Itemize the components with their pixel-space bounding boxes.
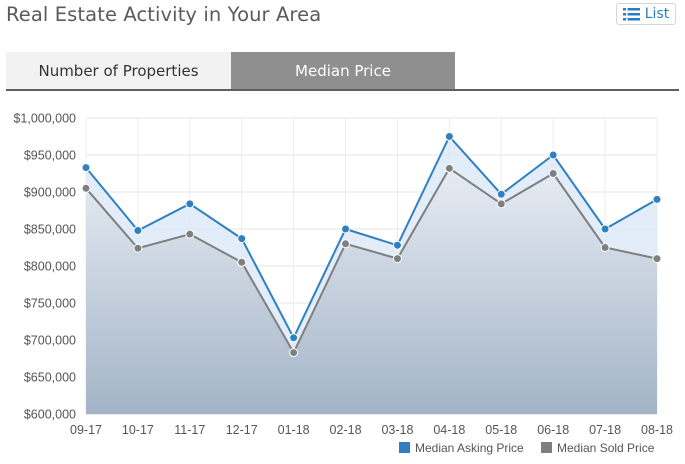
asking-price-point [341, 224, 351, 234]
x-tick-label: 11-17 [174, 423, 205, 437]
sold-price-point [652, 254, 662, 264]
asking-price-point [652, 194, 662, 204]
asking-price-point [444, 132, 454, 141]
legend-label-sold: Median Sold Price [557, 441, 655, 455]
chart-lines [85, 134, 658, 355]
sold-price-point [81, 183, 91, 193]
list-button-label: List [644, 6, 670, 22]
x-tick-label: 09-17 [70, 423, 102, 437]
chart-tabs: Number of Properties Median Price [6, 52, 679, 92]
asking-price-point [81, 163, 91, 173]
x-tick-label: 05-18 [485, 423, 517, 437]
x-tick-label: 01-18 [278, 423, 310, 437]
legend-swatch-asking [399, 442, 410, 453]
x-tick-label: 12-17 [226, 423, 258, 437]
asking-price-point [185, 199, 195, 209]
x-tick-label: 02-18 [330, 423, 362, 437]
sold-price-point [289, 348, 299, 358]
chart-points [81, 132, 662, 358]
y-tick-label: $600,000 [24, 408, 76, 422]
y-tick-label: $800,000 [24, 260, 76, 274]
sold-price-point [392, 254, 402, 264]
y-tick-label: $650,000 [24, 371, 76, 385]
y-tick-label: $750,000 [24, 297, 76, 311]
asking-price-point [600, 224, 610, 234]
sold-price-area [86, 168, 657, 414]
x-tick-label: 04-18 [433, 423, 465, 437]
chart-areas [86, 136, 657, 414]
y-tick-label: $1,000,000 [13, 112, 76, 126]
sold-price-point [237, 257, 247, 267]
legend-label-asking: Median Asking Price [415, 441, 524, 455]
asking-price-point [289, 333, 299, 343]
sold-price-line [85, 166, 658, 355]
sold-price-point [496, 199, 506, 209]
tabs-divider [6, 89, 679, 91]
legend-swatch-sold [541, 442, 552, 453]
y-tick-label: $850,000 [24, 223, 76, 237]
sold-price-point [548, 169, 558, 178]
sold-price-point [600, 243, 610, 252]
tab-median-price[interactable]: Median Price [231, 52, 455, 89]
sold-price-point [341, 239, 351, 249]
asking-price-point [133, 225, 143, 235]
list-icon [622, 7, 640, 20]
asking-price-point [548, 150, 558, 160]
y-tick-label: $950,000 [24, 149, 76, 163]
chart-legend: Median Asking Price Median Sold Price [399, 441, 655, 455]
x-tick-label: 03-18 [381, 423, 413, 437]
sold-price-point [185, 229, 195, 239]
asking-price-point [237, 234, 247, 244]
asking-price-line [85, 134, 658, 341]
chart-axis-labels: $1,000,000 $950,000 $900,000 $850,000 $800,0… [13, 112, 673, 438]
y-tick-label: $700,000 [24, 334, 76, 348]
x-tick-label: 08-18 [641, 423, 673, 437]
tab-number-of-properties[interactable]: Number of Properties [6, 52, 231, 89]
sold-price-point [133, 243, 143, 253]
y-tick-label: $900,000 [24, 186, 76, 200]
asking-price-point [496, 189, 506, 199]
sold-price-point [444, 163, 454, 173]
page-title: Real Estate Activity in Your Area [6, 3, 322, 26]
list-view-button[interactable]: List [616, 3, 676, 25]
asking-price-point [392, 240, 402, 250]
x-tick-label: 07-18 [589, 423, 621, 437]
x-tick-label: 10-17 [122, 423, 154, 437]
x-tick-label: 06-18 [537, 423, 569, 437]
